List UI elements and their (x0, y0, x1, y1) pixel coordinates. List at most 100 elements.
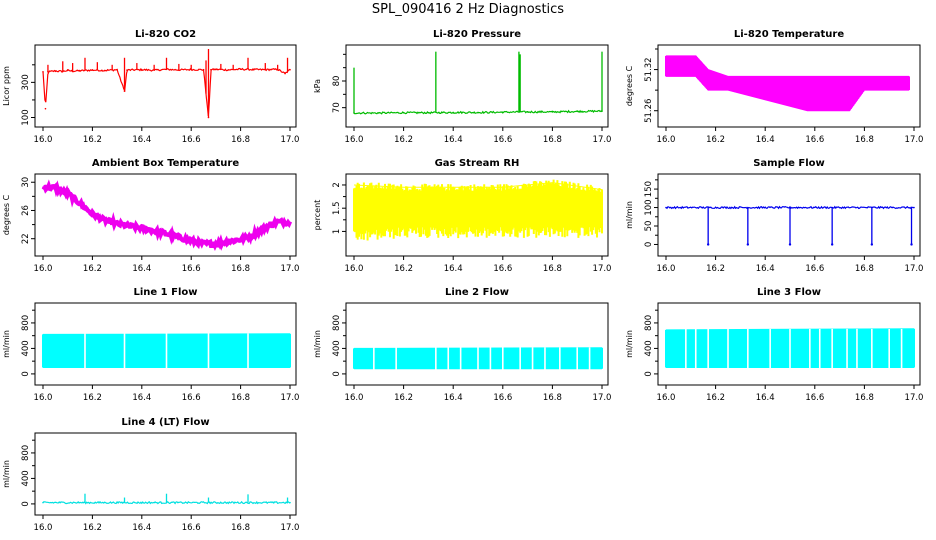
plot-frame (345, 302, 609, 386)
chart-title: Sample Flow (753, 158, 825, 169)
y-axis-label: percent (313, 200, 322, 231)
data-point (427, 111, 430, 114)
x-tick-label: 16.6 (493, 135, 512, 145)
plot-frame (345, 44, 609, 128)
x-tick-label: 16.0 (657, 135, 676, 145)
x-tick-label: 16.2 (83, 393, 102, 403)
data-point (526, 111, 529, 113)
plot-frame (657, 173, 921, 257)
data-point (551, 111, 554, 113)
chart-title: Li-820 Pressure (433, 29, 521, 40)
data-point (210, 68, 212, 71)
data-point (91, 69, 94, 71)
y-tick-label: 400 (332, 340, 342, 356)
data-point (202, 242, 205, 245)
y-tick-label: 800 (21, 445, 31, 461)
y-axis-label: degrees C (2, 194, 11, 235)
data-point (215, 68, 217, 71)
x-tick-label: 16.6 (182, 135, 201, 145)
data-point (103, 219, 106, 222)
chart-title: Gas Stream RH (435, 158, 520, 169)
y-tick-label: 70 (332, 102, 342, 113)
x-tick-label: 16.8 (231, 393, 250, 403)
x-tick-label: 16.0 (34, 523, 53, 533)
x-tick-label: 16.8 (543, 393, 562, 403)
y-tick-label: 26 (21, 205, 31, 216)
data-point (79, 69, 81, 72)
data-point (202, 68, 205, 71)
y-tick-label: 1.5 (332, 201, 342, 215)
x-tick-label: 16.8 (231, 264, 250, 274)
data-point (239, 68, 242, 70)
y-tick-label: 30 (21, 177, 31, 188)
x-tick-label: 17.0 (905, 393, 924, 403)
y-tick-label: 100 (644, 199, 654, 215)
data-point (190, 240, 192, 242)
data-point (126, 69, 128, 71)
y-tick-label: 80 (332, 76, 342, 87)
series-line (42, 67, 291, 116)
x-tick-label: 16.4 (444, 135, 463, 145)
series-band (665, 55, 910, 111)
data-point (165, 232, 168, 235)
x-tick-label: 16.0 (34, 264, 53, 274)
y-axis-label: Licor ppm (2, 66, 11, 106)
chart-title: Line 2 Flow (445, 287, 509, 298)
chart-panel: Line 2 Flow ml/min 16.0 16.2 16.4 16.6 16.8 17.… (313, 287, 611, 403)
x-tick-label: 16.2 (83, 523, 102, 533)
x-tick-label: 16.6 (805, 135, 824, 145)
data-point (402, 111, 405, 114)
y-axis-label: ml/min (625, 330, 634, 358)
x-tick-label: 16.4 (132, 523, 151, 533)
y-tick-label: 400 (644, 340, 654, 356)
chart-title: Line 3 Flow (757, 287, 821, 298)
x-tick-label: 16.8 (231, 523, 250, 533)
dip-point (910, 243, 913, 246)
x-tick-label: 16.2 (83, 264, 102, 274)
x-tick-label: 16.8 (543, 264, 562, 274)
plot-frame (657, 302, 921, 386)
data-point (103, 69, 106, 72)
data-point (91, 213, 94, 215)
y-tick-label: 400 (21, 340, 31, 356)
data-point (141, 227, 143, 229)
data-point (913, 206, 915, 209)
x-tick-label: 16.2 (706, 264, 725, 274)
y-tick-label: 100 (21, 109, 31, 125)
band-upper-edge (666, 55, 909, 77)
x-tick-label: 16.2 (83, 135, 102, 145)
x-tick-label: 16.2 (394, 135, 413, 145)
y-tick-label: 0 (21, 371, 31, 376)
data-point (252, 234, 254, 236)
y-axis-label: ml/min (2, 460, 11, 488)
y-tick-label: 0 (644, 371, 654, 376)
band-lower-edge (666, 75, 909, 112)
y-tick-label: 400 (21, 470, 31, 486)
chart-title: Line 4 (LT) Flow (121, 417, 209, 428)
y-tick-label: 300 (21, 74, 31, 90)
chart-panel: Line 3 Flow ml/min 16.0 16.2 16.4 16.6 16.8 17.… (625, 287, 923, 403)
x-tick-label: 16.6 (182, 393, 201, 403)
series-band (353, 179, 603, 241)
data-point (79, 202, 81, 205)
data-point (264, 226, 267, 229)
y-tick-label: 51.26 (644, 99, 654, 123)
plot-frame (34, 302, 297, 386)
data-point (665, 206, 667, 209)
y-tick-label: 0 (332, 371, 342, 376)
y-tick-label: 150 (644, 181, 654, 197)
y-axis-label: ml/min (313, 330, 322, 358)
dip-point (706, 243, 710, 246)
chart-title: Li-820 Temperature (734, 29, 844, 40)
chart-panel: Line 1 Flow ml/min 16.0 16.2 16.4 16.6 16.8 17.… (2, 287, 299, 403)
data-point (54, 70, 57, 72)
band-upper-edge (353, 182, 603, 191)
chart-title: Li-820 CO2 (135, 29, 196, 40)
x-tick-label: 16.2 (394, 264, 413, 274)
plot-frame (34, 44, 297, 128)
data-point (452, 111, 455, 114)
x-tick-label: 17.0 (905, 135, 924, 145)
plot-frame (34, 432, 297, 516)
y-tick-label: 51.32 (644, 57, 654, 81)
